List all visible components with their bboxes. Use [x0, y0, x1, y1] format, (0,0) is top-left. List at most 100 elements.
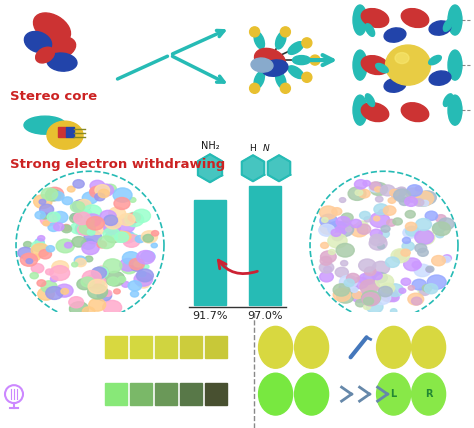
Ellipse shape: [30, 273, 38, 279]
Ellipse shape: [288, 42, 304, 54]
Ellipse shape: [85, 256, 93, 262]
Ellipse shape: [428, 56, 441, 65]
Ellipse shape: [408, 293, 424, 305]
Ellipse shape: [64, 242, 72, 248]
Ellipse shape: [61, 288, 69, 294]
Polygon shape: [268, 155, 290, 181]
Ellipse shape: [82, 205, 101, 219]
Ellipse shape: [48, 223, 59, 232]
Ellipse shape: [40, 36, 76, 59]
Ellipse shape: [137, 269, 154, 282]
Ellipse shape: [328, 221, 347, 236]
Ellipse shape: [369, 184, 381, 192]
Ellipse shape: [72, 237, 86, 247]
Ellipse shape: [108, 277, 119, 285]
Ellipse shape: [53, 211, 68, 223]
Ellipse shape: [416, 219, 431, 230]
Ellipse shape: [353, 277, 368, 288]
Ellipse shape: [382, 283, 395, 293]
Ellipse shape: [40, 204, 54, 215]
Ellipse shape: [405, 222, 417, 231]
Ellipse shape: [388, 198, 396, 203]
Ellipse shape: [141, 251, 155, 262]
Ellipse shape: [376, 63, 388, 73]
Ellipse shape: [70, 214, 82, 223]
Ellipse shape: [46, 189, 61, 201]
Ellipse shape: [47, 53, 77, 71]
Ellipse shape: [387, 284, 403, 297]
Ellipse shape: [374, 187, 382, 192]
Ellipse shape: [320, 222, 337, 235]
Ellipse shape: [70, 302, 89, 316]
Ellipse shape: [23, 253, 35, 262]
Ellipse shape: [399, 288, 406, 293]
Ellipse shape: [343, 282, 358, 294]
Ellipse shape: [90, 186, 105, 198]
Polygon shape: [242, 155, 264, 181]
Ellipse shape: [129, 259, 144, 270]
Ellipse shape: [143, 235, 154, 242]
Ellipse shape: [52, 261, 69, 273]
Ellipse shape: [292, 56, 310, 65]
Ellipse shape: [92, 276, 106, 287]
Ellipse shape: [433, 223, 446, 232]
Ellipse shape: [41, 281, 57, 293]
Ellipse shape: [336, 244, 354, 257]
Ellipse shape: [129, 234, 138, 241]
Ellipse shape: [47, 212, 60, 222]
Ellipse shape: [73, 180, 84, 188]
Ellipse shape: [119, 259, 137, 271]
Text: N: N: [263, 144, 269, 153]
Ellipse shape: [333, 288, 351, 301]
Ellipse shape: [396, 188, 407, 196]
Ellipse shape: [339, 284, 349, 291]
Ellipse shape: [406, 226, 419, 236]
Ellipse shape: [332, 232, 343, 241]
Ellipse shape: [408, 285, 414, 290]
Ellipse shape: [390, 189, 399, 196]
Ellipse shape: [426, 268, 432, 272]
Ellipse shape: [424, 284, 438, 294]
Ellipse shape: [372, 272, 382, 279]
Ellipse shape: [47, 121, 83, 149]
Ellipse shape: [412, 262, 421, 268]
Ellipse shape: [37, 280, 46, 286]
Ellipse shape: [87, 229, 95, 235]
Ellipse shape: [275, 32, 286, 49]
Ellipse shape: [37, 236, 45, 241]
Ellipse shape: [95, 184, 109, 196]
Ellipse shape: [399, 198, 410, 205]
Ellipse shape: [413, 191, 433, 206]
Ellipse shape: [359, 259, 376, 272]
Ellipse shape: [391, 249, 410, 263]
Ellipse shape: [113, 231, 127, 241]
Ellipse shape: [442, 256, 450, 263]
Bar: [130, 383, 152, 405]
Ellipse shape: [46, 286, 63, 300]
Bar: [66, 127, 74, 137]
Ellipse shape: [32, 254, 40, 261]
Ellipse shape: [129, 198, 136, 202]
Ellipse shape: [339, 198, 346, 202]
Ellipse shape: [429, 71, 451, 85]
Ellipse shape: [322, 217, 328, 223]
Ellipse shape: [425, 211, 438, 220]
Bar: [205, 336, 227, 358]
Circle shape: [250, 83, 260, 93]
Ellipse shape: [361, 281, 377, 294]
Bar: [155, 383, 177, 405]
Ellipse shape: [443, 255, 451, 262]
Ellipse shape: [27, 255, 35, 261]
Ellipse shape: [118, 276, 126, 282]
Text: Encrypt: Encrypt: [30, 342, 73, 352]
Ellipse shape: [402, 238, 410, 244]
Ellipse shape: [31, 244, 49, 257]
Ellipse shape: [370, 182, 383, 192]
Ellipse shape: [320, 256, 332, 265]
Ellipse shape: [320, 214, 337, 227]
Bar: [249, 186, 281, 306]
Ellipse shape: [143, 265, 149, 269]
Ellipse shape: [388, 293, 399, 302]
Ellipse shape: [379, 230, 390, 238]
Ellipse shape: [46, 269, 54, 275]
